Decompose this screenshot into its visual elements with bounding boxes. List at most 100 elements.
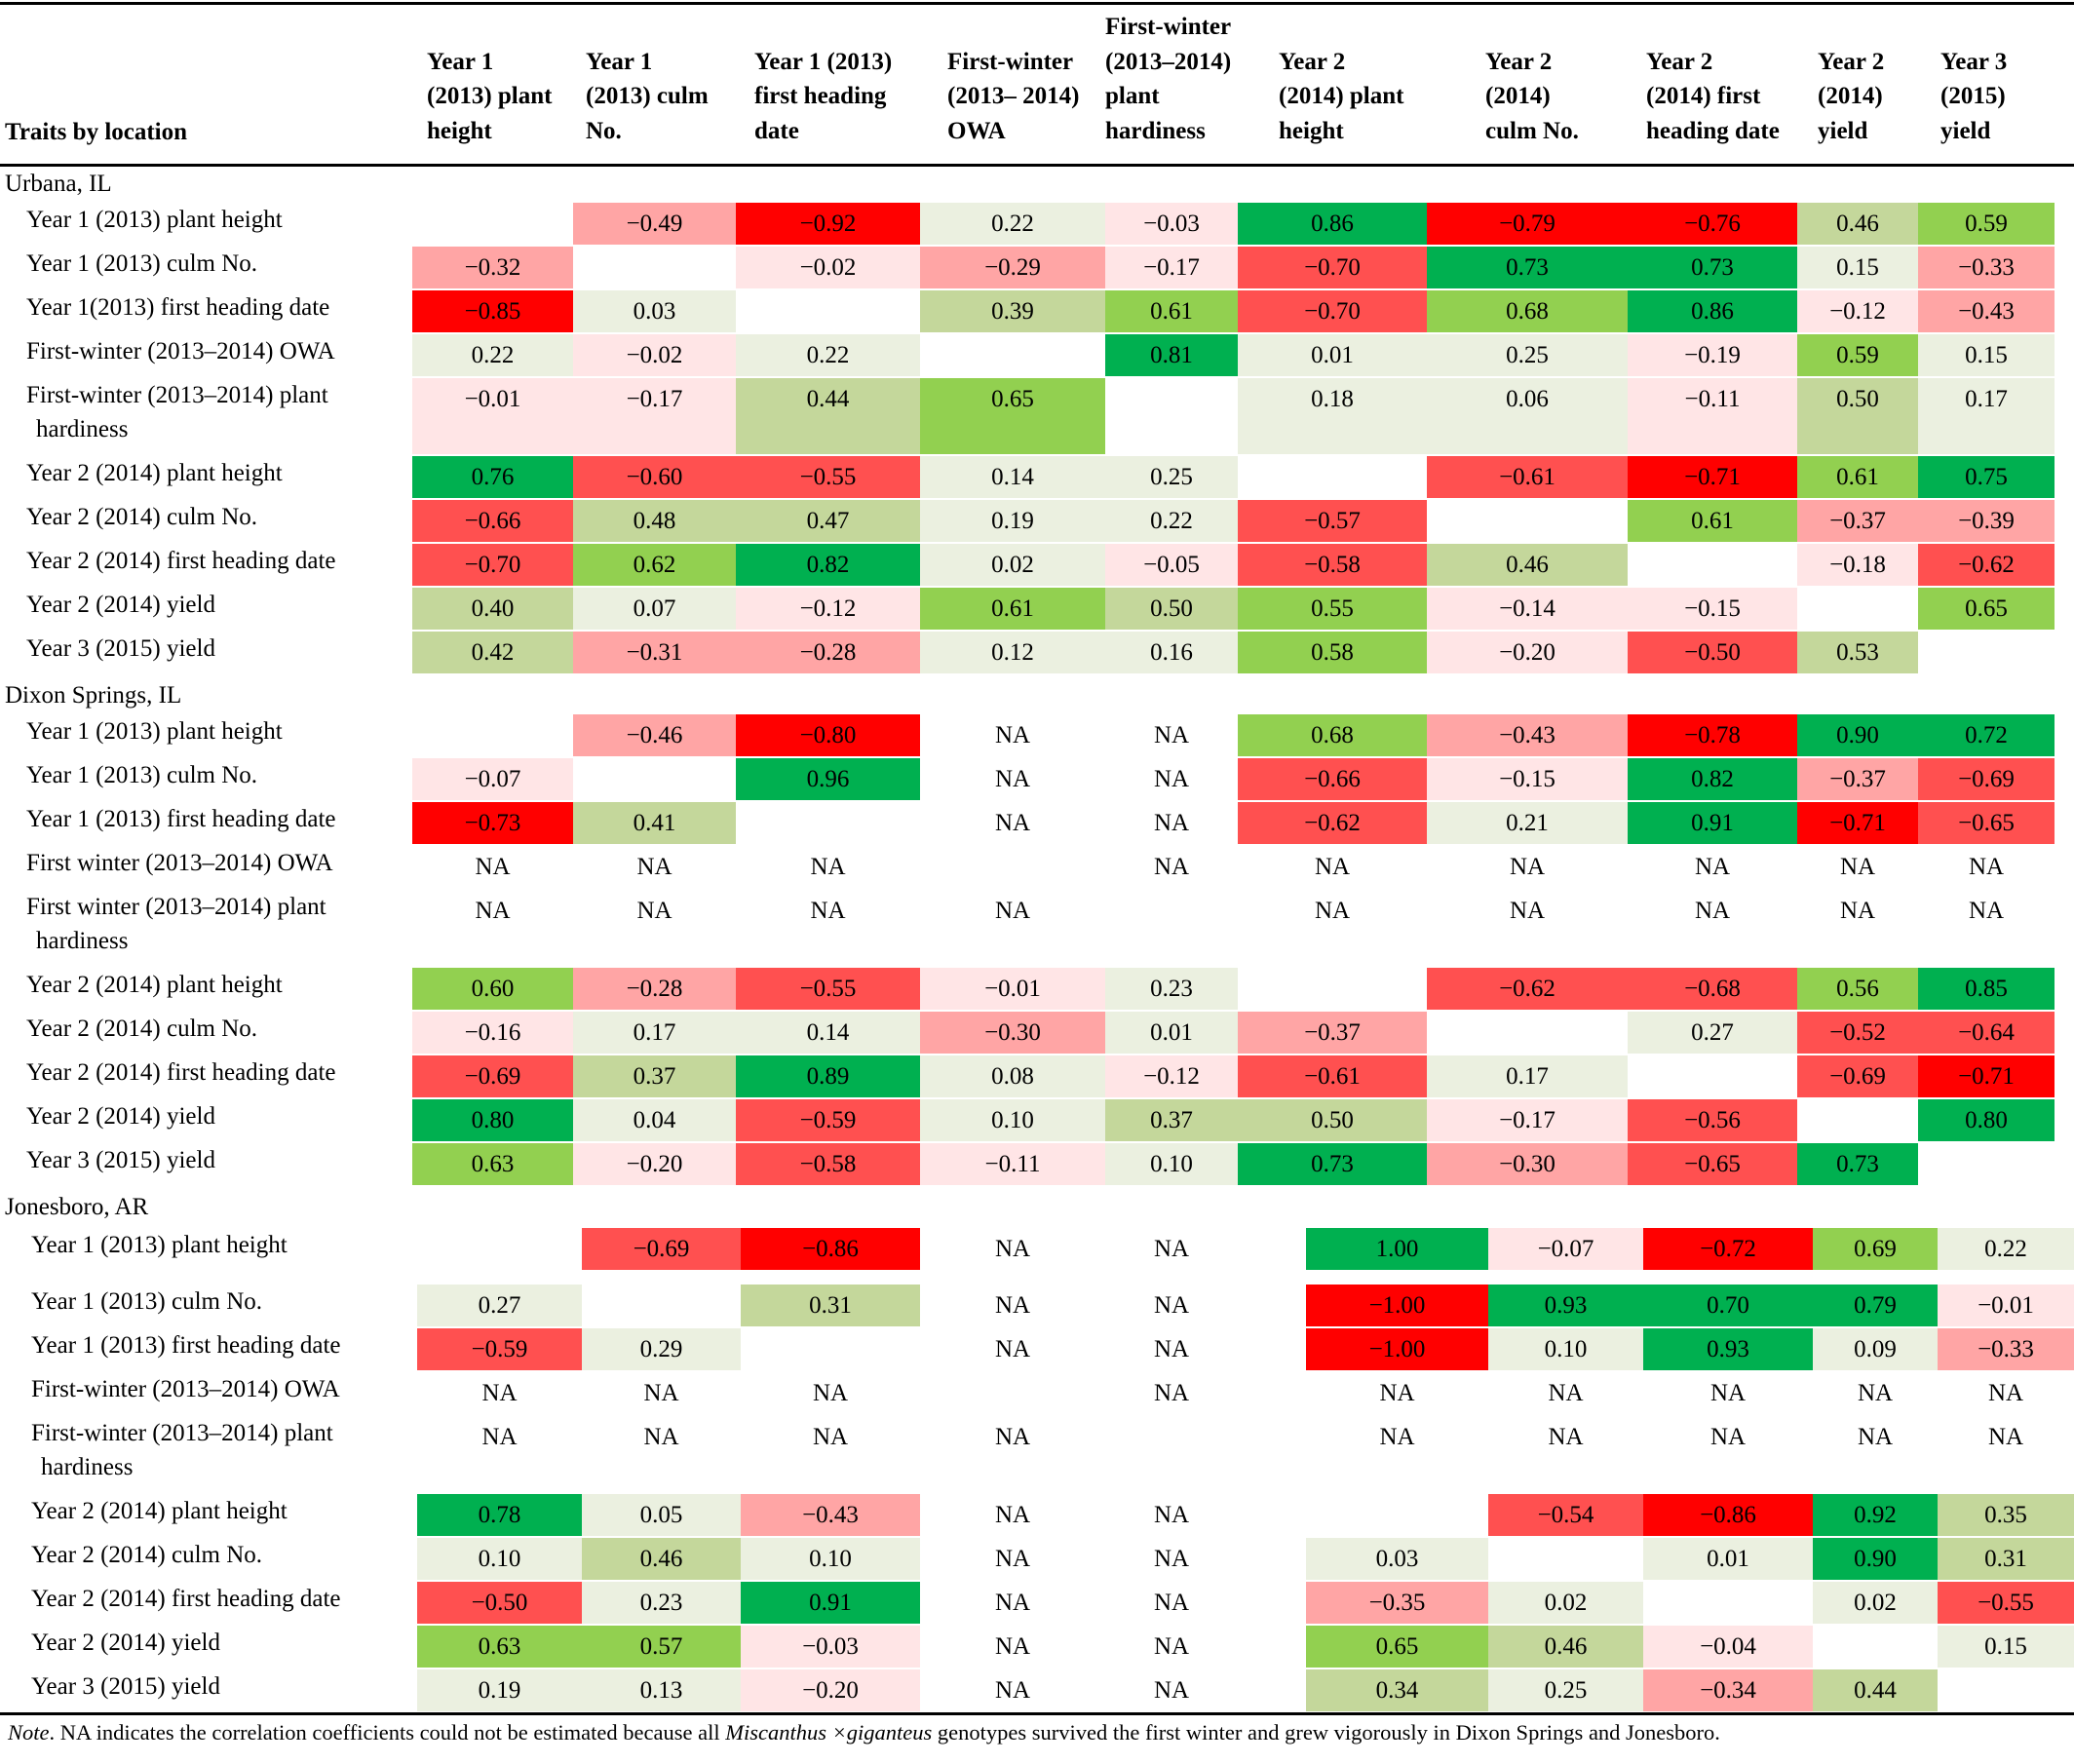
correlation-cell: NA bbox=[1968, 854, 2005, 880]
correlation-cell: −0.05 bbox=[1105, 544, 1238, 586]
correlation-cell bbox=[736, 290, 920, 332]
row-label: Year 3 (2015) yield bbox=[31, 1669, 220, 1704]
correlation-cell: 0.91 bbox=[741, 1582, 920, 1624]
correlation-cell: 0.22 bbox=[412, 334, 573, 376]
row-label: Year 2 (2014) plant height bbox=[31, 1494, 288, 1528]
correlation-cell: −0.59 bbox=[417, 1328, 582, 1370]
correlation-cell: 0.91 bbox=[1628, 802, 1797, 844]
row-label: Year 2 (2014) culm No. bbox=[26, 1012, 257, 1046]
correlation-cell: 0.50 bbox=[1105, 588, 1238, 630]
correlation-cell: 0.01 bbox=[1105, 1012, 1238, 1054]
correlation-cell: −0.46 bbox=[573, 714, 736, 756]
correlation-cell: NA bbox=[475, 898, 511, 924]
location-heading: Dixon Springs, IL bbox=[5, 682, 182, 709]
correlation-cell: 0.68 bbox=[1238, 714, 1427, 756]
note-text-before: . NA indicates the correlation coefficie… bbox=[49, 1720, 726, 1745]
correlation-cell: −0.28 bbox=[736, 632, 920, 673]
correlation-cell bbox=[1628, 544, 1797, 586]
correlation-cell: −0.07 bbox=[412, 758, 573, 800]
correlation-cell: 0.79 bbox=[1813, 1285, 1938, 1326]
correlation-cell: 0.68 bbox=[1427, 290, 1628, 332]
correlation-cell bbox=[920, 846, 1105, 888]
row-label-line: Year 3 (2015) yield bbox=[26, 1147, 215, 1173]
correlation-cell: −0.71 bbox=[1918, 1055, 2055, 1097]
correlation-cell: NA bbox=[1153, 1546, 1190, 1572]
row-label: Year 2 (2014) yield bbox=[31, 1626, 220, 1660]
correlation-cell: 0.55 bbox=[1238, 588, 1427, 630]
column-header-line: (2014) bbox=[1485, 83, 1551, 109]
correlation-cell: −0.30 bbox=[1427, 1143, 1628, 1185]
correlation-cell: 0.10 bbox=[417, 1538, 582, 1580]
correlation-cell: 0.85 bbox=[1918, 968, 2055, 1010]
row-label-line: Year 2 (2014) yield bbox=[26, 1103, 215, 1130]
correlation-cell: −0.14 bbox=[1427, 588, 1628, 630]
correlation-cell: 0.05 bbox=[582, 1494, 741, 1536]
column-header-line: Year 3 bbox=[1940, 48, 2008, 75]
correlation-cell: 0.14 bbox=[920, 456, 1105, 498]
correlation-cell: 0.40 bbox=[412, 588, 573, 630]
correlation-cell: 0.22 bbox=[920, 203, 1105, 245]
correlation-cell: −0.72 bbox=[1643, 1228, 1813, 1270]
correlation-cell: 0.72 bbox=[1918, 714, 2055, 756]
correlation-cell: −0.17 bbox=[573, 378, 736, 454]
correlation-cell: −0.29 bbox=[920, 247, 1105, 288]
correlation-cell: −0.43 bbox=[1918, 290, 2055, 332]
correlation-cell: NA bbox=[636, 854, 672, 880]
row-label-line: Year 3 (2015) yield bbox=[31, 1673, 220, 1700]
correlation-cell: −0.69 bbox=[582, 1228, 741, 1270]
correlation-cell: NA bbox=[1153, 1633, 1190, 1660]
correlation-cell: NA bbox=[994, 1336, 1031, 1362]
correlation-cell: 0.25 bbox=[1488, 1669, 1643, 1711]
column-header-line: Year 2 bbox=[1646, 48, 1713, 75]
row-label-line: Year 1 (2013) plant height bbox=[31, 1232, 288, 1258]
correlation-cell: 0.75 bbox=[1918, 456, 2055, 498]
correlation-cell: 0.22 bbox=[736, 334, 920, 376]
correlation-cell: 0.10 bbox=[920, 1099, 1105, 1141]
correlation-cell: −0.59 bbox=[736, 1099, 920, 1141]
row-label-line: hardiness bbox=[36, 928, 129, 954]
correlation-cell: NA bbox=[994, 1236, 1031, 1262]
correlation-cell: NA bbox=[481, 1424, 518, 1450]
correlation-cell: −0.20 bbox=[1427, 632, 1628, 673]
correlation-cell: NA bbox=[1839, 854, 1876, 880]
correlation-cell bbox=[736, 802, 920, 844]
correlation-cell: 0.22 bbox=[1105, 500, 1238, 542]
correlation-cell: 0.53 bbox=[1797, 632, 1918, 673]
row-label-line: Year 2 (2014) culm No. bbox=[26, 1016, 258, 1042]
correlation-cell: NA bbox=[1694, 898, 1731, 924]
correlation-cell: 0.27 bbox=[1628, 1012, 1797, 1054]
correlation-cell: 0.82 bbox=[1628, 758, 1797, 800]
correlation-cell: −0.71 bbox=[1797, 802, 1918, 844]
correlation-cell: −0.55 bbox=[736, 456, 920, 498]
correlation-cell: 0.39 bbox=[920, 290, 1105, 332]
column-header-line: heading date bbox=[1646, 117, 1780, 144]
correlation-cell bbox=[1918, 1143, 2055, 1185]
correlation-cell: −0.58 bbox=[736, 1143, 920, 1185]
correlation-cell: NA bbox=[994, 1590, 1031, 1616]
correlation-cell: −0.62 bbox=[1427, 968, 1628, 1010]
correlation-cell: −0.69 bbox=[1797, 1055, 1918, 1097]
correlation-cell: 0.18 bbox=[1238, 378, 1427, 454]
correlation-cell: NA bbox=[1153, 1336, 1190, 1362]
row-label-line: Year 2 (2014) first heading date bbox=[31, 1586, 341, 1612]
correlation-cell: 0.80 bbox=[412, 1099, 573, 1141]
correlation-cell: −0.76 bbox=[1628, 203, 1797, 245]
correlation-cell: 0.07 bbox=[573, 588, 736, 630]
correlation-cell: 0.17 bbox=[573, 1012, 736, 1054]
row-label: Year 1 (2013) plant height bbox=[26, 714, 283, 748]
correlation-cell bbox=[920, 334, 1105, 376]
correlation-cell: −0.12 bbox=[1105, 1055, 1238, 1097]
correlation-cell bbox=[573, 758, 736, 800]
row-label: Year 1 (2013) culm No. bbox=[26, 247, 257, 281]
correlation-cell: NA bbox=[1857, 1380, 1894, 1406]
correlation-cell: 0.17 bbox=[1918, 378, 2055, 454]
column-header: Year 3 (2015) yield bbox=[1940, 45, 2007, 149]
row-label-line: Year 2 (2014) yield bbox=[31, 1630, 220, 1656]
correlation-cell bbox=[412, 203, 573, 245]
correlation-cell bbox=[1813, 1626, 1938, 1668]
row-label-line: First-winter (2013–2014) OWA bbox=[31, 1376, 340, 1402]
correlation-cell bbox=[582, 1285, 741, 1326]
correlation-cell: NA bbox=[810, 898, 846, 924]
correlation-cell: −0.54 bbox=[1488, 1494, 1643, 1536]
correlation-cell: 0.02 bbox=[1813, 1582, 1938, 1624]
